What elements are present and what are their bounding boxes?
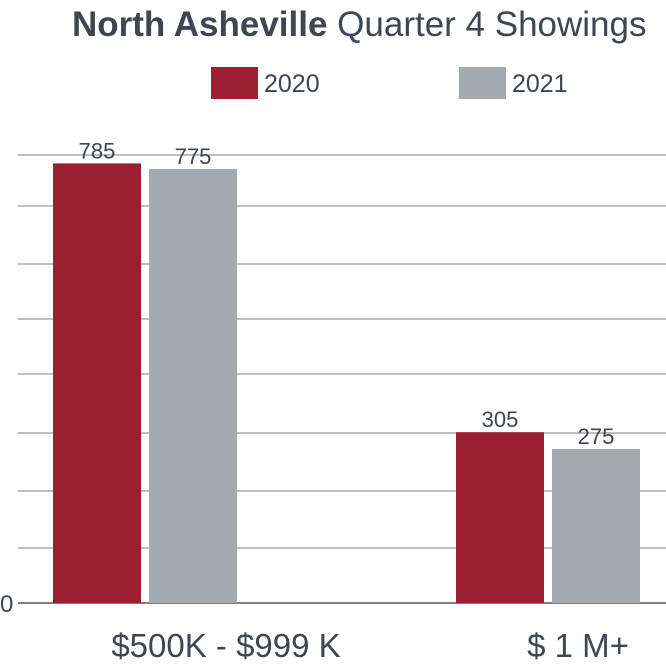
bar-2020-1 [456,432,544,603]
bar-2020-0 [53,163,141,603]
value-label: 305 [482,407,519,432]
legend-swatch-2020 [211,67,258,99]
legend-swatch-2021 [459,67,506,99]
bar-2021-1 [552,449,640,603]
bars [53,163,640,603]
value-label: 275 [578,424,615,449]
y-axis-labels: 0 [0,591,13,618]
chart-title-bold: North Asheville [72,5,327,44]
value-label: 775 [175,144,212,169]
bar-2021-0 [149,169,237,603]
category-label: $500K - $999 K [111,627,340,664]
chart-title: North Asheville Quarter 4 Showings [72,5,647,44]
category-label: $ 1 M+ [527,627,629,664]
chart-title-rest: Quarter 4 Showings [327,5,646,44]
value-labels: 785 305 775 275 [79,138,615,449]
legend-label-2020: 2020 [264,70,320,98]
legend: 2020 2021 [211,67,568,99]
value-label: 785 [79,138,116,163]
y-tick-label: 0 [0,591,13,618]
legend-label-2021: 2021 [512,70,568,98]
x-axis-labels: $500K - $999 K $ 1 M+ [111,627,629,664]
